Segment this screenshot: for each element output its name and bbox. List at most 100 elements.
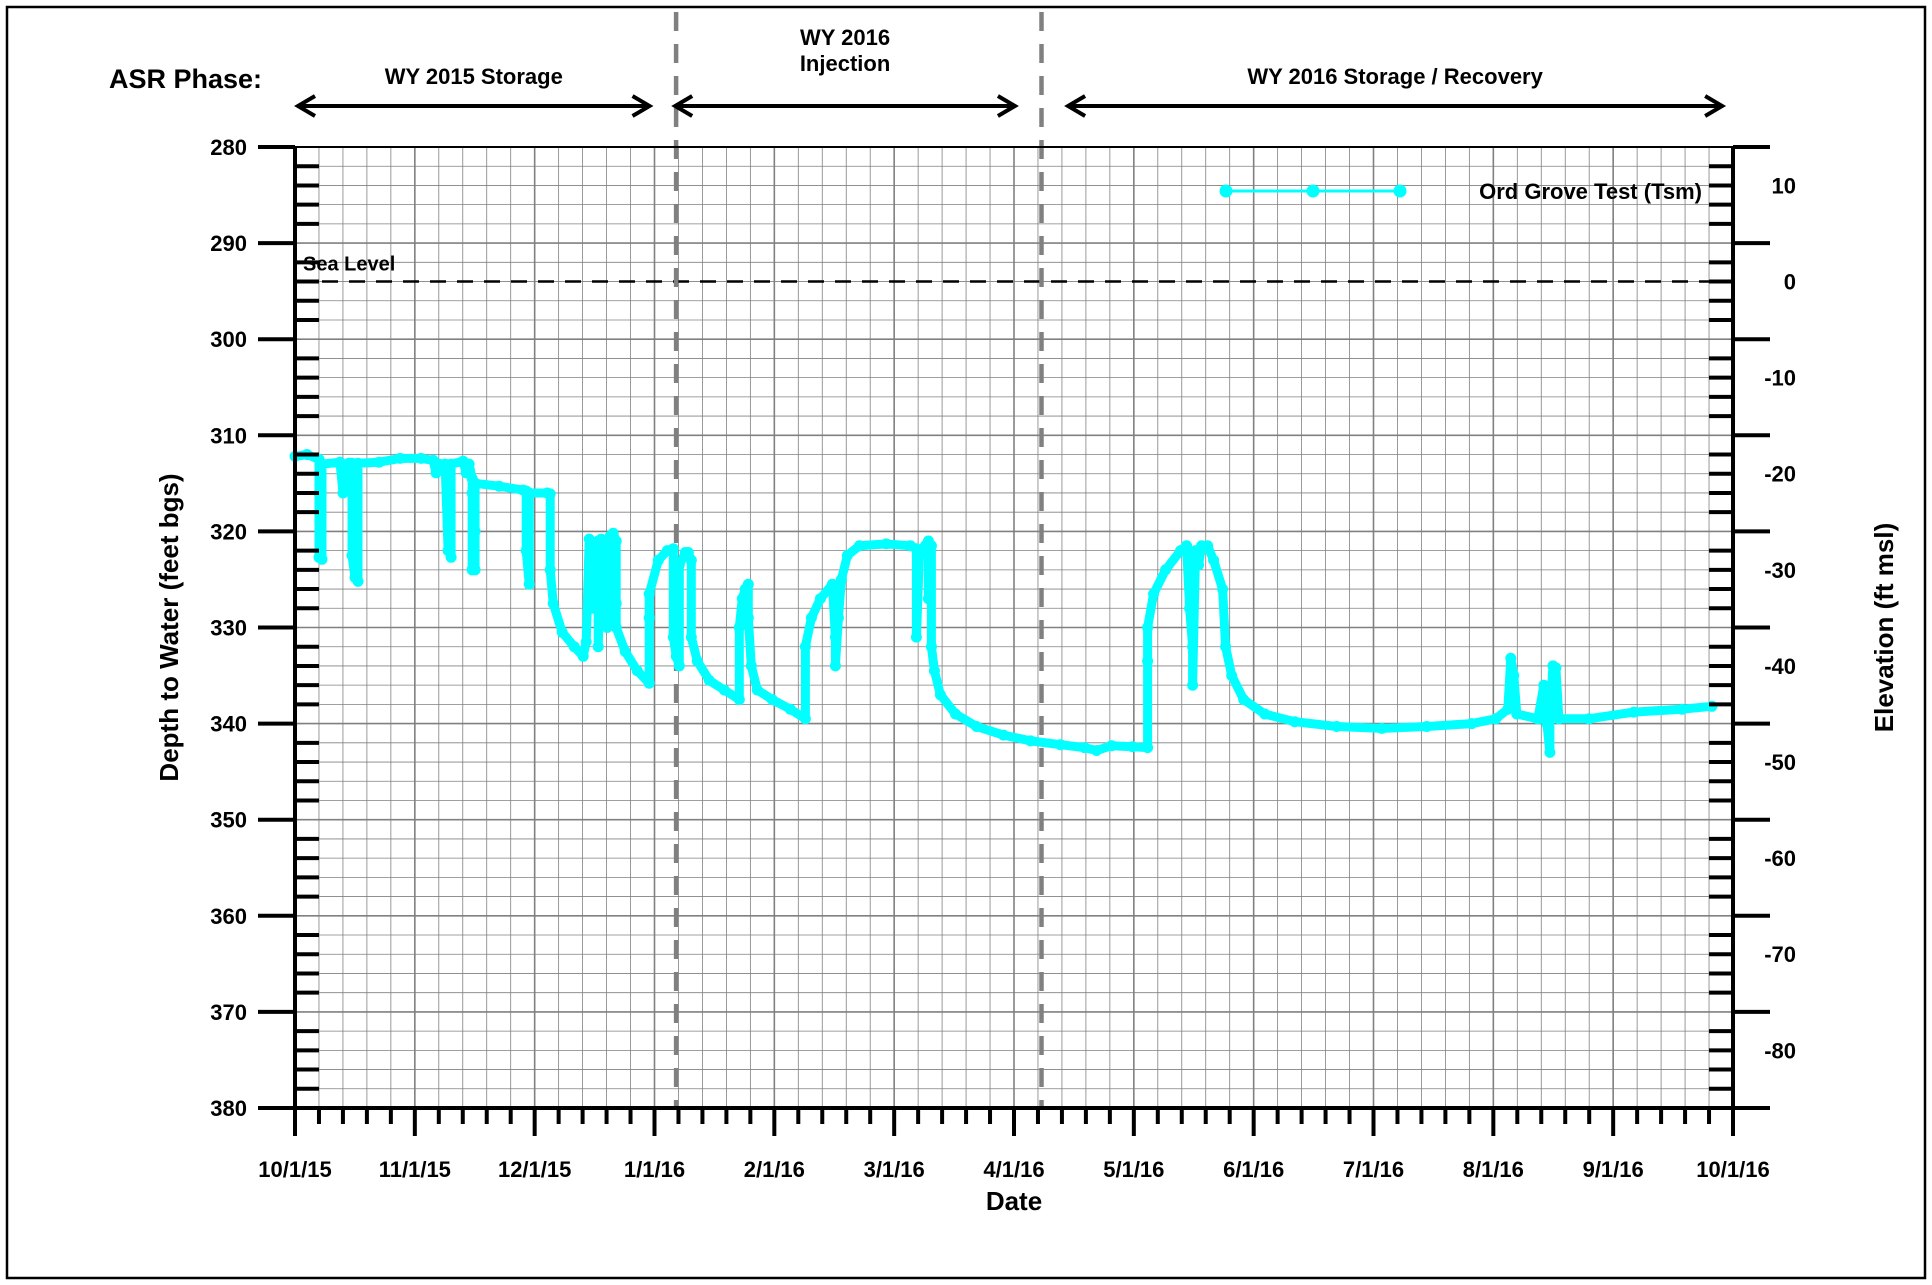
legend-label: Ord Grove Test (Tsm) — [1479, 179, 1702, 204]
data-point — [610, 622, 622, 633]
data-point — [799, 713, 811, 725]
y-tick-label: 350 — [210, 808, 247, 833]
phase-arrowhead-left — [1064, 94, 1087, 118]
data-point — [1142, 655, 1154, 667]
data-point — [799, 641, 811, 653]
data-point — [1511, 708, 1523, 720]
sea-level: Sea Level — [295, 254, 1733, 283]
y-tick-label: 320 — [210, 519, 247, 544]
data-point — [592, 641, 604, 653]
data-point — [805, 612, 817, 624]
data-point — [1142, 622, 1154, 633]
data-point — [841, 549, 853, 561]
data-point — [577, 650, 589, 662]
data-point — [586, 569, 598, 581]
data-point — [685, 631, 697, 643]
data-point — [610, 598, 622, 609]
data-point — [925, 540, 937, 552]
data-point — [928, 665, 940, 677]
phase-arrowhead-right — [996, 94, 1019, 118]
data-point — [469, 564, 481, 576]
data-point — [1583, 713, 1595, 725]
data-point — [1550, 662, 1562, 674]
data-point — [520, 545, 532, 557]
data-point — [430, 467, 442, 479]
data-point — [1376, 722, 1388, 734]
y-tick-label: 280 — [210, 135, 247, 160]
data-point — [1091, 745, 1103, 756]
data-point — [667, 543, 679, 555]
x-axis-title: Date — [986, 1186, 1042, 1216]
data-point — [334, 456, 346, 468]
data-point — [751, 684, 763, 696]
data-point — [340, 468, 352, 480]
data-point — [670, 650, 682, 662]
y2-tick-label: -10 — [1764, 366, 1796, 391]
y-tick-label: 340 — [210, 712, 247, 737]
legend: Ord Grove Test (Tsm) — [1219, 179, 1702, 204]
data-point — [442, 521, 454, 533]
data-point — [1421, 721, 1433, 732]
axes: 280 290 300 310 320 330 340 350 360 370 380 10 0 -10 -… — [154, 135, 1899, 1216]
data-point — [691, 655, 703, 667]
data-point — [652, 554, 664, 566]
data-point — [316, 553, 328, 565]
data-point — [1025, 735, 1036, 747]
data-point — [445, 551, 457, 563]
data-point — [415, 452, 427, 464]
data-point — [1187, 679, 1199, 691]
data-point — [742, 612, 754, 624]
x-tick-label: 9/1/16 — [1583, 1157, 1644, 1182]
data-point — [469, 525, 481, 537]
data-point — [853, 540, 865, 552]
phase-label-3: WY 2016 Storage / Recovery — [1247, 64, 1543, 89]
data-point — [586, 602, 598, 614]
data-point — [826, 578, 838, 590]
x-tick-label: 2/1/16 — [744, 1157, 805, 1182]
y2-axis-title: Elevation (ft msl) — [1869, 523, 1899, 732]
data-point — [685, 554, 697, 566]
x-tick-label: 3/1/16 — [864, 1157, 925, 1182]
data-point — [1505, 652, 1517, 664]
data-point — [463, 458, 475, 470]
data-point — [1466, 718, 1478, 730]
grid — [295, 147, 1733, 1108]
y2-tick-label: -30 — [1764, 558, 1796, 583]
data-point — [829, 660, 841, 672]
data-point — [910, 631, 922, 643]
phase-annotations: ASR Phase: WY 2015 Storage WY 2016 Injectio… — [109, 25, 1727, 118]
data-point — [601, 622, 613, 633]
phase-label-1: WY 2015 Storage — [385, 64, 563, 89]
data-point — [547, 598, 559, 609]
data-point — [1127, 741, 1139, 753]
data-point — [1193, 559, 1205, 571]
data-point — [556, 626, 568, 638]
data-point — [466, 487, 478, 499]
data-point — [1226, 670, 1238, 682]
data-point — [352, 575, 364, 587]
data-point — [922, 593, 934, 605]
data-point — [1532, 713, 1544, 725]
data-point — [643, 588, 655, 600]
data-point — [610, 535, 622, 547]
data-point — [742, 578, 754, 590]
data-point — [316, 458, 328, 470]
data-point — [718, 684, 730, 696]
y-tick-label: 290 — [210, 231, 247, 256]
data-point — [733, 694, 745, 706]
data-point — [631, 665, 643, 677]
y-tick-label: 300 — [210, 327, 247, 352]
y-axis-title: Depth to Water (feet bgs) — [154, 473, 184, 781]
legend-marker — [1219, 184, 1233, 198]
data-point — [1676, 703, 1688, 715]
data-point — [346, 549, 358, 561]
data-point — [1220, 641, 1232, 653]
data-point — [1508, 670, 1520, 682]
data-series — [289, 449, 1718, 758]
data-point — [1142, 742, 1154, 754]
y2-tick-label: -70 — [1764, 942, 1796, 967]
phase-arrowhead-left — [294, 94, 317, 118]
data-point — [880, 538, 892, 550]
x-tick-label: 10/1/15 — [258, 1157, 331, 1182]
